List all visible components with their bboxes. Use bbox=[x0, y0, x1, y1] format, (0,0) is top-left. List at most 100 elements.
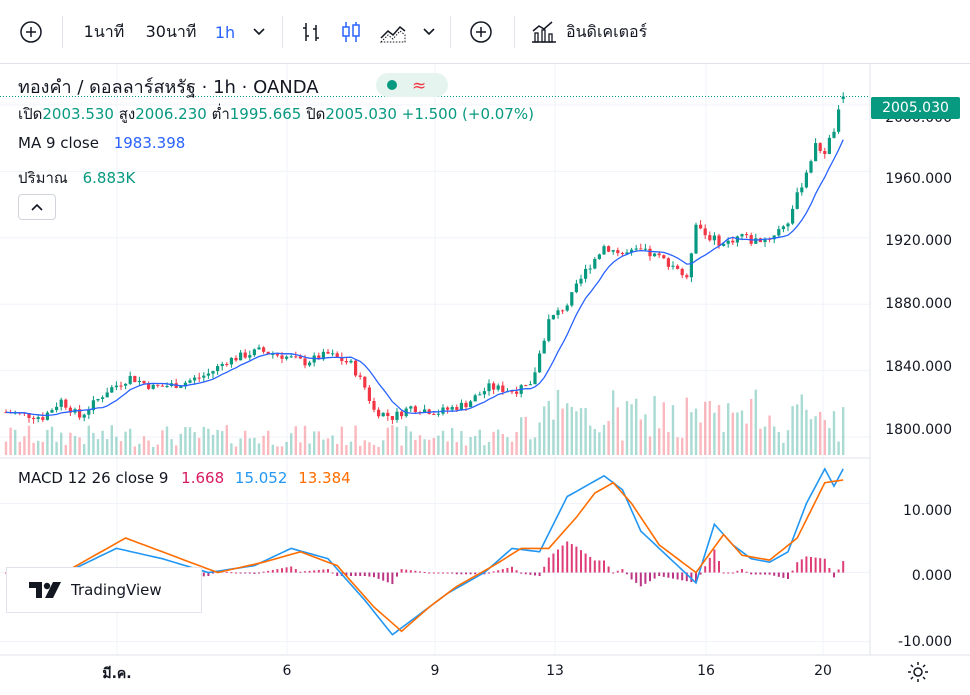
volume-legend[interactable]: ปริมาณ 6.883K bbox=[18, 166, 135, 190]
settings-button[interactable] bbox=[906, 660, 930, 688]
candle-body bbox=[538, 353, 542, 373]
macd-histogram-bar bbox=[317, 569, 320, 573]
add-symbol-button[interactable] bbox=[14, 15, 48, 49]
candles-icon bbox=[342, 22, 360, 42]
market-status-badge[interactable]: ≈ bbox=[376, 73, 448, 97]
bar-chart-type-button[interactable] bbox=[296, 15, 326, 49]
candle-body bbox=[298, 356, 302, 359]
volume-bar bbox=[644, 414, 647, 455]
macd-histogram-bar bbox=[676, 572, 679, 580]
volume-bar bbox=[46, 429, 49, 455]
macd-histogram-bar bbox=[750, 572, 753, 575]
volume-bar bbox=[676, 437, 679, 455]
interval-dropdown-button[interactable] bbox=[246, 15, 272, 49]
macd-histogram-bar bbox=[685, 572, 688, 582]
time-tick: 16 bbox=[697, 663, 715, 679]
area-chart-type-button[interactable] bbox=[376, 15, 410, 49]
candle-body bbox=[82, 414, 86, 418]
macd-histogram-bar bbox=[248, 572, 251, 574]
price-tick: 1920.000 bbox=[885, 233, 952, 249]
volume-bar bbox=[538, 422, 541, 455]
volume-bar bbox=[382, 440, 385, 455]
macd-histogram-bar bbox=[276, 569, 279, 573]
last-price-tag: 2005.030 bbox=[871, 97, 960, 119]
candle-body bbox=[27, 413, 31, 418]
indicators-icon bbox=[532, 21, 556, 43]
volume-bar bbox=[391, 425, 394, 455]
indicators-button[interactable]: อินดิเคเตอร์ bbox=[530, 15, 664, 49]
volume-bar bbox=[354, 425, 357, 455]
interval-label: 1นาที bbox=[83, 21, 125, 41]
macd-histogram-bar bbox=[253, 572, 256, 574]
candle-body bbox=[731, 240, 735, 243]
macd-histogram-bar bbox=[800, 559, 803, 573]
macd-histogram-bar bbox=[837, 569, 840, 573]
volume-bar bbox=[368, 442, 371, 455]
macd-histogram-bar bbox=[313, 570, 316, 573]
volume-bar bbox=[234, 446, 238, 455]
volume-bar bbox=[722, 432, 725, 455]
macd-histogram-bar bbox=[501, 569, 504, 573]
macd-histogram-bar bbox=[294, 569, 297, 573]
chevron-down-icon bbox=[253, 28, 265, 36]
macd-histogram-bar bbox=[745, 571, 748, 573]
candle-body bbox=[726, 240, 730, 244]
candle-body bbox=[722, 243, 726, 246]
macd-histogram-bar bbox=[345, 572, 348, 576]
macd-histogram-bar bbox=[396, 572, 398, 577]
bars-icon bbox=[303, 23, 319, 41]
macd-histogram-bar bbox=[833, 572, 835, 578]
close-value: 2005.030 bbox=[325, 105, 397, 123]
indicators-label: อินดิเคเตอร์ bbox=[566, 21, 648, 41]
macd-histogram-bar bbox=[405, 569, 408, 573]
volume-bar bbox=[142, 436, 146, 455]
macd-histogram-bar bbox=[515, 570, 518, 573]
candle-body bbox=[289, 356, 293, 358]
volume-bar bbox=[653, 396, 656, 455]
volume-bar bbox=[736, 412, 739, 455]
macd-histogram-bar bbox=[561, 545, 564, 573]
candle-body bbox=[712, 235, 716, 241]
symbol-title[interactable]: ทองคำ / ดอลลาร์สหรัฐ · 1h · OANDA bbox=[18, 77, 319, 98]
ma-legend[interactable]: MA 9 close 1983.398 bbox=[18, 134, 185, 152]
macd-histogram-bar bbox=[630, 572, 633, 580]
volume-bar bbox=[138, 443, 141, 455]
chart-canvas[interactable] bbox=[0, 64, 970, 695]
candle-body bbox=[662, 255, 666, 259]
macd-histogram-bar bbox=[796, 562, 799, 573]
volume-bar bbox=[303, 425, 307, 455]
volume-bar bbox=[598, 432, 601, 455]
macd-histogram-bar bbox=[442, 572, 444, 574]
volume-bar bbox=[708, 401, 711, 455]
time-tick: 6 bbox=[282, 663, 292, 679]
compare-symbol-button[interactable] bbox=[464, 15, 498, 49]
volume-bar bbox=[9, 427, 12, 455]
volume-bar bbox=[198, 437, 201, 455]
candle-body bbox=[252, 349, 256, 356]
tradingview-logo[interactable]: TradingView bbox=[6, 567, 202, 613]
volume-bar bbox=[414, 439, 417, 455]
candle-body bbox=[685, 275, 689, 278]
macd-legend[interactable]: MACD 12 26 close 9 1.668 15.052 13.384 bbox=[18, 469, 351, 487]
candles-chart-type-button[interactable] bbox=[336, 15, 366, 49]
candle-body bbox=[689, 253, 693, 278]
candle-body bbox=[147, 383, 151, 389]
interval-1h-button[interactable]: 1h bbox=[208, 15, 242, 49]
interval-30m-button[interactable]: 30นาที bbox=[138, 15, 204, 49]
high-value: 2006.230 bbox=[135, 105, 207, 123]
macd-histogram-bar bbox=[598, 560, 601, 573]
data-delay-icon: ≈ bbox=[412, 76, 426, 96]
volume-bar bbox=[248, 438, 251, 455]
volume-bar bbox=[777, 431, 780, 455]
candle-body bbox=[59, 399, 63, 407]
volume-bar bbox=[409, 431, 412, 455]
collapse-legend-button[interactable] bbox=[18, 194, 56, 220]
volume-bar bbox=[165, 426, 169, 455]
volume-bar bbox=[809, 419, 813, 455]
candle-body bbox=[515, 391, 519, 394]
candle-body bbox=[827, 137, 831, 155]
candle-body bbox=[372, 400, 376, 410]
interval-1m-button[interactable]: 1นาที bbox=[74, 15, 134, 49]
volume-bar bbox=[395, 426, 399, 455]
chart-type-dropdown-button[interactable] bbox=[416, 15, 442, 49]
